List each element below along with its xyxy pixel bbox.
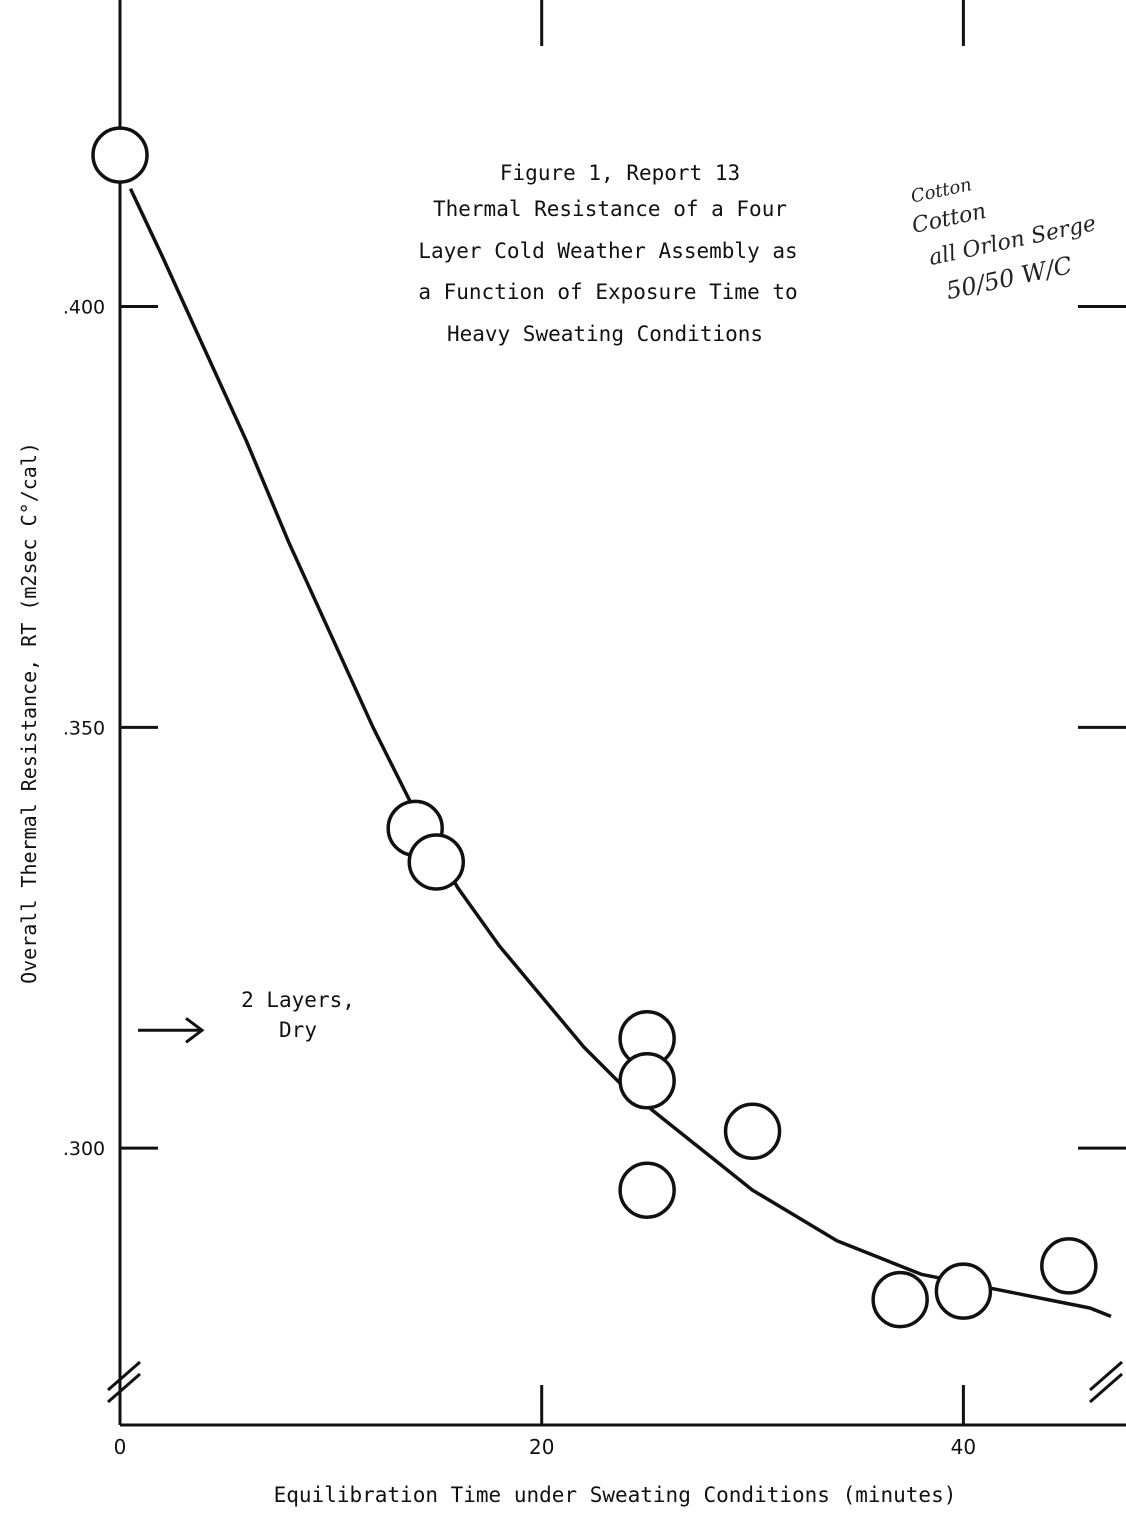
y-axis-label: Overall Thermal Resistance, RT (m2sec C°… <box>17 442 41 984</box>
y-tick-label: .400 <box>63 297 105 319</box>
x-tick-label: 20 <box>529 1435 554 1459</box>
tick-label-group: .300 .350 .400 0 20 40 <box>63 297 976 1459</box>
chart-title-line-4: a Function of Exposure Time to <box>418 280 797 304</box>
annotation-arrow <box>138 1017 205 1044</box>
x-axis-label: Equilibration Time under Sweating Condit… <box>274 1483 957 1507</box>
data-point <box>618 1161 676 1219</box>
data-point <box>723 1102 782 1161</box>
x-tick-label: 0 <box>114 1435 127 1459</box>
axis-break-right <box>1089 1360 1123 1404</box>
fit-curve-group <box>128 187 1112 1319</box>
tick-group <box>118 0 1126 1425</box>
data-point <box>1040 1237 1098 1295</box>
y-tick-label: .300 <box>63 1138 105 1160</box>
data-point <box>407 833 466 891</box>
chart-title-line-2: Thermal Resistance of a Four <box>433 197 787 221</box>
data-point <box>934 1262 993 1320</box>
data-point <box>871 1270 929 1329</box>
x-tick-label: 40 <box>951 1435 976 1459</box>
chart-title-line-3: Layer Cold Weather Assembly as <box>418 239 797 263</box>
point-group <box>91 126 1098 1329</box>
fit-curve <box>128 187 1112 1319</box>
axis-break-left <box>107 1360 141 1404</box>
data-point <box>91 126 149 184</box>
data-point <box>618 1052 676 1110</box>
chart-title-line-5: Heavy Sweating Conditions <box>447 322 763 346</box>
y-tick-label: .350 <box>63 717 105 739</box>
handwritten-note: Cotton Cotton all Orlon Serge 50/50 W/C <box>909 174 1098 305</box>
chart-title-line-1: Figure 1, Report 13 <box>500 161 740 185</box>
annotation-line-2: Dry <box>279 1018 317 1042</box>
annotation-line-1: 2 Layers, <box>241 988 355 1012</box>
